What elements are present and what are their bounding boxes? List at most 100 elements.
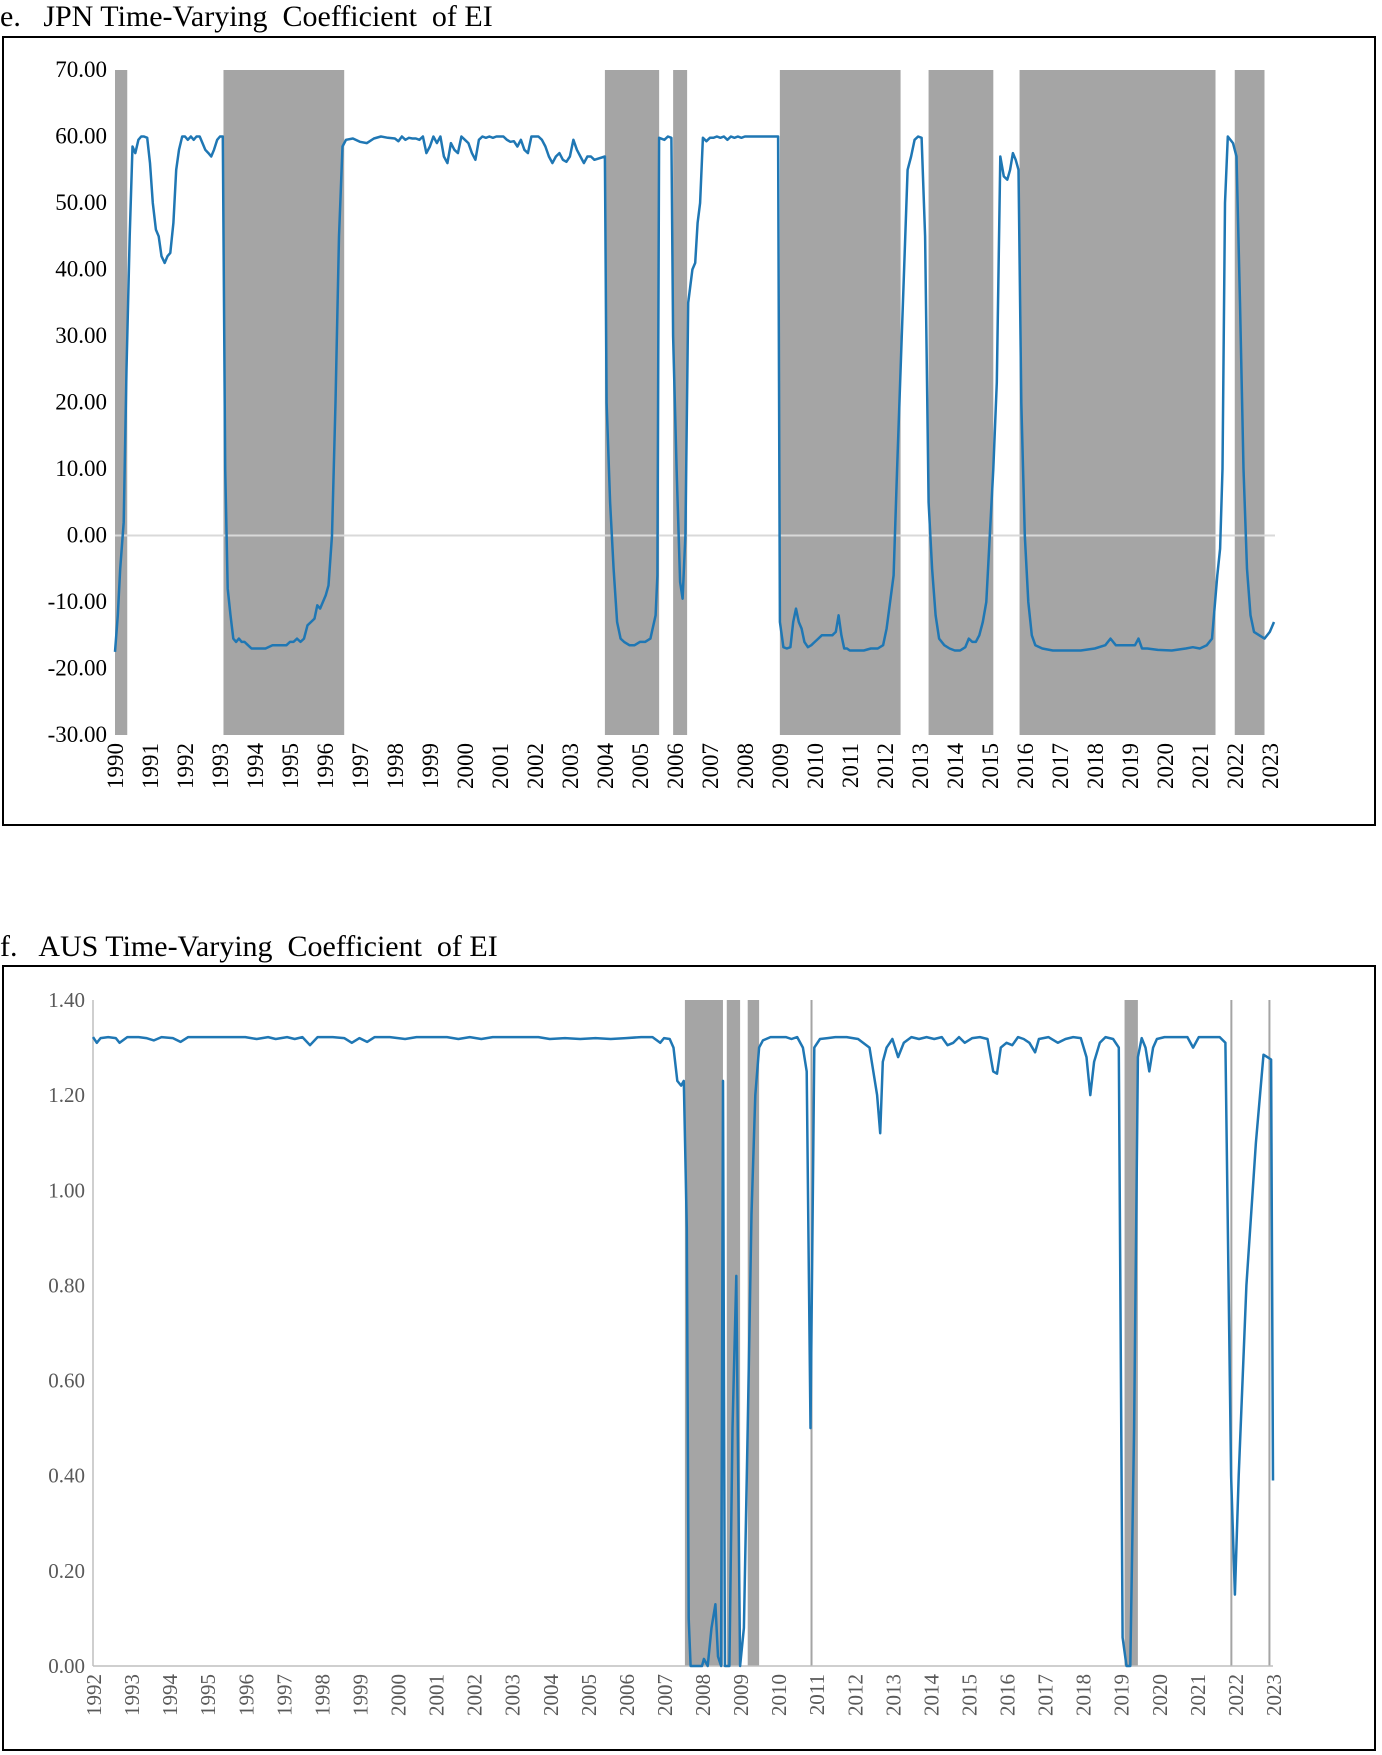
x-tick-label: 2003 xyxy=(558,743,583,789)
x-tick-label: 2004 xyxy=(593,743,618,790)
x-tick-label: 2017 xyxy=(1048,743,1073,789)
x-tick-label: 2021 xyxy=(1186,1674,1210,1716)
x-tick-label: 2009 xyxy=(729,1674,753,1716)
x-tick-label: 1993 xyxy=(120,1674,144,1716)
x-tick-label: 2016 xyxy=(1013,743,1038,789)
x-tick-label: 1995 xyxy=(278,743,303,789)
y-tick-label: 0.00 xyxy=(48,1654,85,1678)
x-tick-label: 2015 xyxy=(978,743,1003,789)
y-tick-label: -30.00 xyxy=(48,722,107,747)
x-tick-label: 2008 xyxy=(733,743,758,789)
chart-e-plot: 70.00 60.00 50.00 40.00 30.00 20.00 10.00 0.00 -… xyxy=(48,57,1283,790)
x-tick-label: 1999 xyxy=(348,1674,372,1716)
x-tick-label: 1998 xyxy=(310,1674,334,1716)
x-tick-label: 2001 xyxy=(425,1674,449,1716)
chart-f-frame: 1.40 1.20 1.00 0.80 0.60 0.40 0.20 0.00 1992 1993… xyxy=(2,965,1376,1751)
chart-e-title: e. JPN Time-Varying Coefficient of EI xyxy=(0,0,493,33)
y-tick-label: 70.00 xyxy=(55,57,107,82)
y-tick-label: -20.00 xyxy=(48,656,107,681)
x-tick-label: 2015 xyxy=(957,1674,981,1716)
x-tick-label: 1992 xyxy=(173,743,198,789)
x-tick-label: 2023 xyxy=(1258,743,1283,789)
x-tick-label: 2021 xyxy=(1188,743,1213,789)
x-tick-label: 1997 xyxy=(272,1674,296,1716)
x-tick-label: 2005 xyxy=(577,1674,601,1716)
x-tick-label: 2018 xyxy=(1083,743,1108,789)
x-tick-label: 2001 xyxy=(488,743,513,789)
x-tick-label: 1997 xyxy=(348,743,373,789)
y-tick-label: 0.60 xyxy=(48,1369,85,1393)
shaded-period-1-4 xyxy=(1124,1000,1138,1666)
x-tick-label: 2014 xyxy=(943,743,968,790)
x-tick-label: 2022 xyxy=(1224,1674,1248,1716)
y-tick-label: 0.00 xyxy=(67,523,107,548)
x-tick-label: 2020 xyxy=(1148,1674,1172,1716)
x-tick-label: 2018 xyxy=(1072,1674,1096,1716)
x-tick-label: 2002 xyxy=(523,743,548,789)
x-tick-label: 2020 xyxy=(1153,743,1178,789)
x-tick-label: 2005 xyxy=(628,743,653,789)
x-tick-label: 1994 xyxy=(158,1674,182,1717)
y-tick-label: -10.00 xyxy=(48,589,107,614)
x-tick-label: 2013 xyxy=(908,743,933,789)
x-tick-label: 2012 xyxy=(843,1674,867,1716)
y-tick-label: 0.80 xyxy=(48,1273,85,1297)
y-tick-label: 1.40 xyxy=(48,988,85,1012)
x-tick-label: 1990 xyxy=(103,743,128,789)
shaded-period-0-0 xyxy=(115,70,128,735)
shaded-period-0-1 xyxy=(223,70,345,735)
y-tick-label: 30.00 xyxy=(55,323,107,348)
x-tick-label: 2010 xyxy=(767,1674,791,1716)
x-tick-label: 2022 xyxy=(1223,743,1248,789)
shaded-period-0-2 xyxy=(604,70,660,735)
x-tick-label: 2000 xyxy=(387,1674,411,1716)
x-tick-label: 1996 xyxy=(313,743,338,789)
x-tick-label: 1993 xyxy=(208,743,233,789)
y-tick-label: 1.20 xyxy=(48,1083,85,1107)
series-line-0-0 xyxy=(113,135,1276,652)
x-tick-label: 2013 xyxy=(881,1674,905,1716)
x-tick-label: 2011 xyxy=(805,1674,829,1715)
x-tick-label: 1996 xyxy=(234,1674,258,1716)
x-tick-label: 2007 xyxy=(653,1674,677,1716)
x-tick-label: 1992 xyxy=(82,1674,106,1716)
shaded-period-0-7 xyxy=(1234,70,1265,735)
x-tick-label: 2023 xyxy=(1262,1674,1286,1716)
x-tick-label: 2012 xyxy=(873,743,898,789)
shaded-period-1-0 xyxy=(684,1000,723,1666)
shaded-period-1-1 xyxy=(726,1000,741,1666)
x-tick-label: 2014 xyxy=(919,1674,943,1717)
x-tick-label: 2003 xyxy=(501,1674,525,1716)
x-tick-label: 2006 xyxy=(663,743,688,789)
x-tick-label: 1991 xyxy=(138,743,163,789)
x-tick-label: 2011 xyxy=(838,743,863,788)
shaded-period-1-5 xyxy=(1230,1000,1233,1666)
y-tick-label: 0.20 xyxy=(48,1559,85,1583)
x-tick-label: 1994 xyxy=(243,743,268,790)
y-tick-label: 60.00 xyxy=(55,124,107,149)
y-tick-label: 50.00 xyxy=(55,190,107,215)
chart-e-frame: 70.00 60.00 50.00 40.00 30.00 20.00 10.00 0.00 -… xyxy=(2,36,1376,826)
x-tick-label: 2017 xyxy=(1034,1674,1058,1716)
y-tick-label: 40.00 xyxy=(55,257,107,282)
x-tick-label: 2010 xyxy=(803,743,828,789)
x-tick-label: 1995 xyxy=(196,1674,220,1716)
y-tick-label: 20.00 xyxy=(55,390,107,415)
x-tick-label: 1998 xyxy=(383,743,408,789)
x-tick-label: 2008 xyxy=(691,1674,715,1716)
shaded-period-1-6 xyxy=(1268,1000,1271,1666)
y-tick-label: 0.40 xyxy=(48,1464,85,1488)
x-tick-label: 2004 xyxy=(539,1674,563,1717)
x-tick-label: 2007 xyxy=(698,743,723,789)
x-tick-label: 2019 xyxy=(1118,743,1143,789)
x-tick-label: 2016 xyxy=(996,1674,1020,1716)
shaded-period-0-6 xyxy=(1019,70,1216,735)
x-tick-label: 2019 xyxy=(1110,1674,1134,1716)
x-tick-label: 2006 xyxy=(615,1674,639,1716)
x-tick-label: 2000 xyxy=(453,743,478,789)
x-tick-label: 1999 xyxy=(418,743,443,789)
x-tick-label: 2009 xyxy=(768,743,793,789)
chart-f-title: f. AUS Time-Varying Coefficient of EI xyxy=(0,930,498,963)
y-tick-label: 10.00 xyxy=(55,456,107,481)
